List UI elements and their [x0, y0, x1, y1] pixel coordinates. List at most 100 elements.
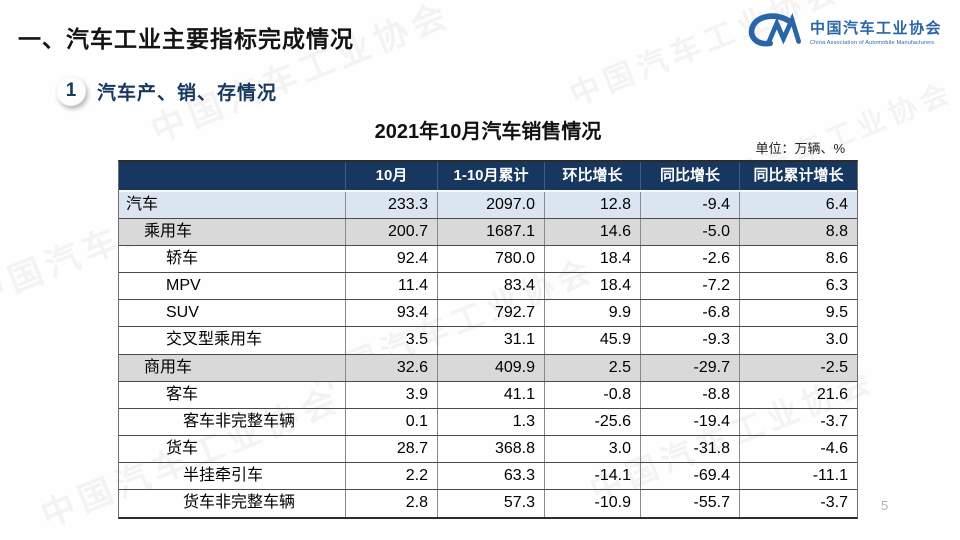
table-row: SUV 93.4 792.7 9.9 -6.8 9.5	[119, 300, 857, 328]
sales-table: 10月 1-10月累计 环比增长 同比增长 同比累计增长 汽车 233.3 2097.0 12.…	[118, 160, 858, 520]
cell-value: 45.9	[544, 327, 640, 354]
row-label: SUV	[166, 304, 199, 322]
cell-value: 780.0	[437, 246, 544, 273]
cell-value: 9.9	[544, 300, 640, 327]
cell-value: -3.7	[739, 490, 857, 518]
section-number-badge: 1	[56, 76, 86, 106]
unit-note: 单位：万辆、%	[755, 141, 845, 156]
table-row: 乘用车 200.7 1687.1 14.6 -5.0 8.8	[119, 219, 857, 247]
caam-name-cn: 中国汽车工业协会	[809, 20, 942, 38]
cell-value: -9.4	[640, 192, 739, 219]
cell-value: 3.0	[739, 327, 857, 354]
cell-value: 28.7	[345, 435, 437, 462]
column-header	[119, 162, 345, 190]
cell-value: 93.4	[345, 300, 437, 327]
row-label: 汽车	[119, 192, 345, 219]
table-row: 货车非完整车辆 2.8 57.3 -10.9 -55.7 -3.7	[119, 490, 857, 518]
cell-value: 409.9	[437, 354, 544, 381]
cell-value: -29.7	[640, 354, 739, 381]
cell-value: 8.6	[739, 246, 857, 273]
cell-value: 83.4	[437, 273, 544, 300]
cell-value: 2.8	[345, 490, 437, 518]
row-label: 货车非完整车辆	[183, 494, 296, 512]
cell-value: -7.2	[640, 273, 739, 300]
column-header: 环比增长	[544, 162, 640, 190]
column-header: 1-10月累计	[437, 162, 544, 190]
cell-value: 1.3	[437, 408, 544, 435]
row-label: 交叉型乘用车	[166, 331, 263, 349]
cell-value: -2.6	[640, 246, 739, 273]
cell-value: -0.8	[544, 381, 640, 408]
page-number: 5	[881, 498, 889, 513]
page-title: 一、汽车工业主要指标完成情况	[18, 26, 354, 52]
cell-value: -11.1	[739, 462, 857, 490]
cell-value: 368.8	[437, 435, 544, 462]
table-row: 客车非完整车辆 0.1 1.3 -25.6 -19.4 -3.7	[119, 408, 857, 436]
table-header-row: 10月 1-10月累计 环比增长 同比增长 同比累计增长	[119, 162, 857, 192]
cell-value: 3.9	[345, 381, 437, 408]
cell-value: -10.9	[544, 490, 640, 518]
table-row: 汽车 233.3 2097.0 12.8 -9.4 6.4	[119, 192, 857, 220]
cell-value: 792.7	[437, 300, 544, 327]
cell-value: 0.1	[345, 408, 437, 435]
cell-value: -5.0	[640, 219, 739, 246]
cell-value: -4.6	[739, 435, 857, 462]
cell-value: 3.0	[544, 435, 640, 462]
cell-value: 14.6	[544, 219, 640, 246]
cell-value: 2097.0	[437, 192, 544, 219]
cell-value: 1687.1	[437, 219, 544, 246]
cell-value: 9.5	[739, 300, 857, 327]
cell-value: 11.4	[345, 273, 437, 300]
table-row: 商用车 32.6 409.9 2.5 -29.7 -2.5	[119, 354, 857, 382]
cell-value: 3.5	[345, 327, 437, 354]
section-heading: 1 汽车产、销、存情况	[56, 76, 277, 106]
cell-value: 92.4	[345, 246, 437, 273]
cell-value: 2.5	[544, 354, 640, 381]
cell-value: 6.4	[739, 192, 857, 219]
cell-value: -3.7	[739, 408, 857, 435]
row-label: 乘用车	[119, 219, 345, 246]
cell-value: 12.8	[544, 192, 640, 219]
column-header: 同比累计增长	[739, 162, 857, 190]
table-row: 轿车 92.4 780.0 18.4 -2.6 8.6	[119, 246, 857, 274]
cell-value: 200.7	[345, 219, 437, 246]
cell-value: -6.8	[640, 300, 739, 327]
cell-value: 21.6	[739, 381, 857, 408]
cell-value: 57.3	[437, 490, 544, 518]
cell-value: 41.1	[437, 381, 544, 408]
cell-value: 18.4	[544, 273, 640, 300]
cell-value: 32.6	[345, 354, 437, 381]
cell-value: -31.8	[640, 435, 739, 462]
row-label: MPV	[166, 277, 201, 295]
cell-value: 6.3	[739, 273, 857, 300]
cell-value: 8.8	[739, 219, 857, 246]
row-label: 半挂牵引车	[183, 466, 264, 484]
table-row: 半挂牵引车 2.2 63.3 -14.1 -69.4 -11.1	[119, 462, 857, 491]
row-label: 客车非完整车辆	[183, 412, 296, 430]
column-header: 10月	[345, 162, 437, 190]
caam-logo: 中国汽车工业协会 China Association of Automobile…	[744, 12, 942, 55]
cell-value: -55.7	[640, 490, 739, 518]
cell-value: 2.2	[345, 462, 437, 490]
caam-monogram-icon	[744, 12, 802, 55]
cell-value: -2.5	[739, 354, 857, 381]
table-row: 货车 28.7 368.8 3.0 -31.8 -4.6	[119, 435, 857, 463]
row-label: 货车	[166, 439, 199, 457]
cell-value: -69.4	[640, 462, 739, 490]
column-header: 同比增长	[640, 162, 739, 190]
table-row: 交叉型乘用车 3.5 31.1 45.9 -9.3 3.0	[119, 327, 857, 355]
table-row: MPV 11.4 83.4 18.4 -7.2 6.3	[119, 273, 857, 301]
section-title: 汽车产、销、存情况	[97, 82, 278, 104]
row-label: 商用车	[119, 354, 345, 381]
cell-value: 18.4	[544, 246, 640, 273]
cell-value: -19.4	[640, 408, 739, 435]
cell-value: -8.8	[640, 381, 739, 408]
row-label: 轿车	[166, 250, 199, 268]
cell-value: 63.3	[437, 462, 544, 490]
cell-value: 31.1	[437, 327, 544, 354]
caam-name-en: China Association of Automobile Manufact…	[809, 39, 935, 46]
table-title: 2021年10月汽车销售情况	[374, 121, 602, 143]
caam-logo-text: 中国汽车工业协会 China Association of Automobile…	[810, 21, 942, 46]
cell-value: -14.1	[544, 462, 640, 490]
cell-value: -9.3	[640, 327, 739, 354]
